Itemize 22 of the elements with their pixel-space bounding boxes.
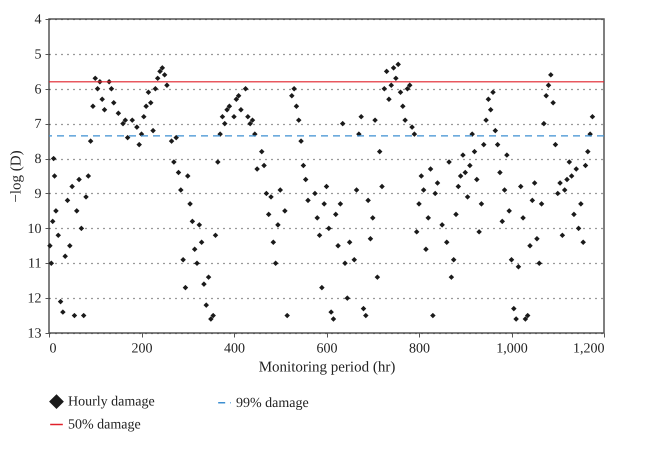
y-tick-label: 13 — [28, 326, 42, 342]
x-axis-title: Monitoring period (hr) — [258, 360, 396, 376]
y-axis-title: −log (D) — [8, 150, 24, 203]
y-tick-label: 6 — [34, 82, 42, 98]
y-tick-label: 12 — [28, 292, 42, 307]
y-tick-label: 11 — [28, 256, 42, 272]
x-tick-label: 600 — [316, 342, 338, 356]
x-tick-label: 0 — [50, 342, 56, 356]
x-tick-label: 1,200 — [573, 342, 604, 356]
y-tick-label: 7 — [34, 117, 42, 132]
legend-label: 50% damage — [68, 418, 141, 432]
y-tick-label: 4 — [34, 12, 42, 28]
x-tick-label: 200 — [132, 342, 152, 356]
legend-label: 99% damage — [236, 396, 309, 411]
x-tick-label: 400 — [224, 342, 245, 356]
y-tick-label: 9 — [34, 186, 42, 202]
x-tick-label: 800 — [409, 342, 430, 356]
y-tick-label: 10 — [28, 222, 42, 237]
legend-label: Hourly damage — [68, 394, 155, 410]
x-tick-label: 1,000 — [496, 342, 528, 356]
y-tick-label: 5 — [34, 47, 42, 62]
y-tick-label: 8 — [34, 152, 42, 168]
